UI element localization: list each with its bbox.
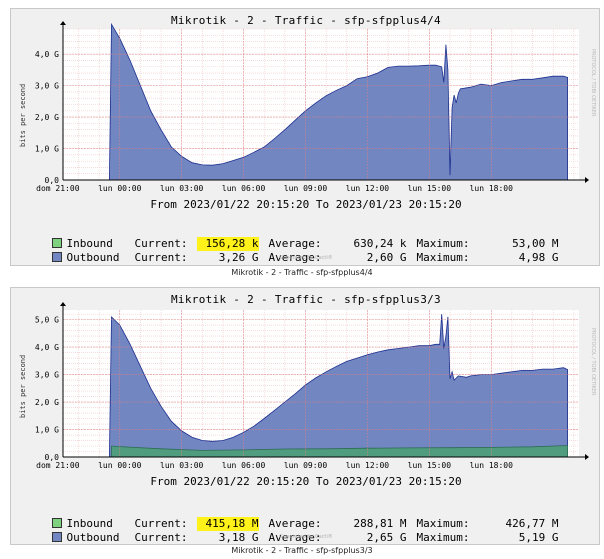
graph-panel-2: Mikrotik - 2 - Traffic - sfp-sfpplus3/3 …: [10, 287, 600, 545]
legend-row-inbound: Inbound Current: 415,18 M Average: 288,81 M M…: [25, 503, 559, 531]
x-tick-label: lun 18:00: [470, 461, 514, 470]
time-range-text: From 2023/01/22 20:15:20 To 2023/01/23 2…: [150, 475, 462, 488]
maximum-value: 5,19 G: [518, 531, 559, 544]
x-tick-label: lun 15:00: [408, 184, 452, 193]
traffic-chart-1: 0,0 1,0 G 2,0 G 3,0 G 4,0 G dom 21:00 lun 00:0…: [35, 21, 589, 193]
y-tick-label: 3,0 G: [35, 82, 59, 91]
current-label: Current:: [134, 517, 188, 530]
graph-caption-2[interactable]: Mikrotik - 2 - Traffic - sfp-sfpplus3/3: [231, 546, 373, 555]
x-tick-label: lun 06:00: [222, 461, 266, 470]
inbound-swatch: [51, 518, 62, 528]
x-tick-label: lun 03:00: [160, 461, 204, 470]
current-label: Current:: [134, 237, 188, 250]
average-label: Average:: [268, 531, 322, 544]
legend-row-outbound: Outbound Current: 3,26 G Average: 2,60 G Maxi…: [25, 237, 559, 264]
time-range-text: From 2023/01/22 20:15:20 To 2023/01/23 2…: [150, 198, 462, 211]
y-tick-label: 1,0 G: [35, 426, 59, 435]
average-label: Average:: [268, 517, 322, 530]
x-axis-arrow: [585, 454, 589, 460]
maximum-label: Maximum:: [416, 237, 470, 250]
x-tick-label: lun 00:00: [98, 461, 142, 470]
x-tick-label: lun 03:00: [160, 184, 204, 193]
average-label: Average:: [268, 237, 322, 250]
y-tick-label: 4,0 G: [35, 343, 59, 352]
maximum-value: 4,98 G: [518, 251, 559, 264]
maximum-value: 53,00 M: [512, 237, 559, 250]
y-tick-label: 2,0 G: [35, 398, 59, 407]
current-value: 3,18 G: [218, 531, 259, 544]
current-value: 156,28 k: [196, 237, 259, 251]
series-area-inbound: [111, 445, 568, 458]
maximum-value: 426,77 M: [505, 517, 559, 530]
series-area-outbound: [108, 314, 568, 458]
graph-title: Mikrotik - 2 - Traffic - sfp-sfpplus3/3: [171, 293, 441, 306]
y-tick-label: 1,0 G: [35, 145, 59, 154]
average-value: 630,24 k: [353, 237, 407, 250]
outbound-swatch: [51, 252, 62, 262]
x-tick-label: lun 06:00: [222, 184, 266, 193]
y-tick-label: 2,0 G: [35, 113, 59, 122]
current-value: 415,18 M: [196, 517, 259, 531]
x-tick-label: lun 09:00: [284, 184, 328, 193]
y-tick-label: 4,0 G: [35, 50, 59, 59]
outbound-swatch: [51, 532, 62, 542]
graph-title: Mikrotik - 2 - Traffic - sfp-sfpplus4/4: [171, 14, 441, 27]
legend-name: Inbound: [66, 237, 113, 250]
traffic-chart-2: 0,0 1,0 G 2,0 G 3,0 G 4,0 G 5,0 G dom 21:00 lun…: [35, 302, 589, 470]
current-value: 3,26 G: [218, 251, 259, 264]
x-tick-label: lun 18:00: [470, 184, 514, 193]
graph-caption-1[interactable]: Mikrotik - 2 - Traffic - sfp-sfpplus4/4: [231, 268, 373, 277]
series-area-outbound: [108, 22, 568, 181]
x-tick-label: lun 15:00: [408, 461, 452, 470]
generated-by-text: Generated by Cacti®: [279, 255, 333, 261]
x-axis-arrow: [585, 177, 589, 183]
graph-panel-1: Mikrotik - 2 - Traffic - sfp-sfpplus4/4 …: [10, 8, 600, 266]
x-tick-label: lun 12:00: [346, 461, 390, 470]
legend-row-inbound: Inbound Current: 156,28 k Average: 630,24 k M…: [25, 223, 559, 251]
x-tick-label: dom 21:00: [36, 184, 80, 193]
rrdtool-credit: PROTOCOL / TOBI OETIKER: [590, 328, 596, 396]
current-label: Current:: [134, 251, 188, 264]
legend-row-outbound: Outbound Current: 3,18 G Average: 2,65 G Maxi…: [25, 517, 559, 544]
current-label: Current:: [134, 531, 188, 544]
x-tick-label: dom 21:00: [36, 461, 80, 470]
y-tick-label: 0,0: [45, 176, 60, 185]
legend-name: Outbound: [66, 531, 120, 544]
average-label: Average:: [268, 251, 322, 264]
maximum-label: Maximum:: [416, 251, 470, 264]
rrdtool-credit: PROTOCOL / TOBI OETIKER: [590, 49, 596, 117]
average-value: 288,81 M: [353, 517, 407, 530]
legend-name: Outbound: [66, 251, 120, 264]
y-axis-arrow: [60, 302, 66, 306]
legend-name: Inbound: [66, 517, 113, 530]
maximum-label: Maximum:: [416, 517, 470, 530]
y-axis-arrow: [60, 21, 66, 25]
average-value: 2,65 G: [366, 531, 407, 544]
x-tick-label: lun 12:00: [346, 184, 390, 193]
average-value: 2,60 G: [366, 251, 407, 264]
y-tick-label: 3,0 G: [35, 371, 59, 380]
x-tick-label: lun 09:00: [284, 461, 328, 470]
inbound-swatch: [51, 238, 62, 248]
x-tick-label: lun 00:00: [98, 184, 142, 193]
maximum-label: Maximum:: [416, 531, 470, 544]
y-tick-label: 0,0: [45, 453, 60, 462]
y-tick-label: 5,0 G: [35, 316, 59, 325]
generated-by-text: Generated by Cacti®: [279, 534, 333, 540]
